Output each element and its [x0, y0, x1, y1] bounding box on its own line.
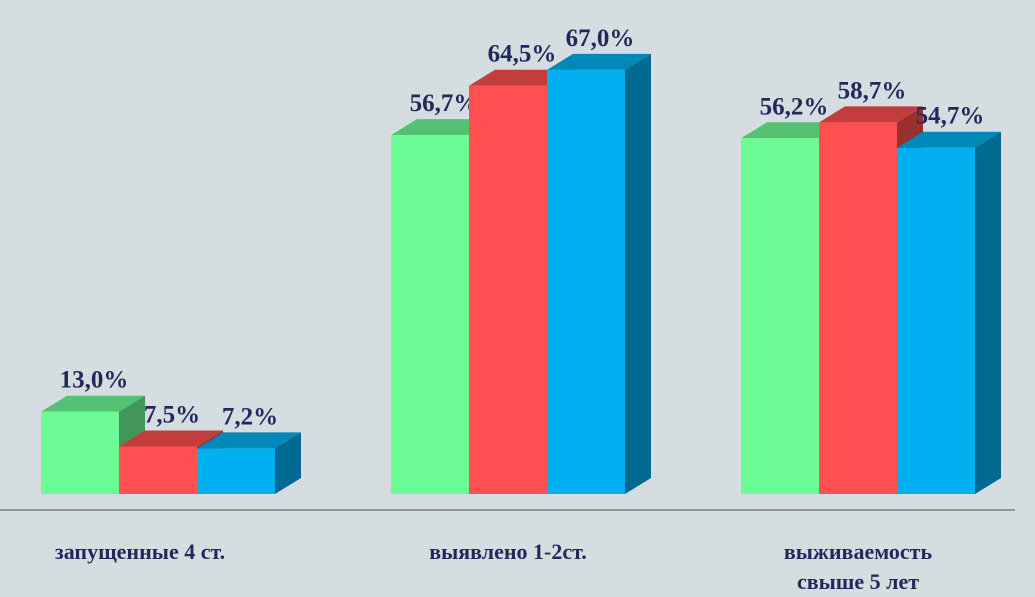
bar-front [469, 85, 547, 494]
bar [547, 53, 651, 494]
bar-side [275, 432, 301, 494]
bar-side [975, 131, 1001, 494]
value-label: 56,2% [760, 93, 829, 120]
bar-front [41, 411, 119, 494]
bar-front [119, 446, 197, 494]
bar-front [897, 147, 975, 494]
bar-top [819, 106, 923, 123]
bar-top [547, 53, 651, 70]
bar-top [119, 430, 223, 447]
value-label: 7,2% [222, 403, 278, 430]
value-label: 56,7% [410, 90, 479, 117]
bar-top [197, 432, 301, 449]
value-label: 13,0% [60, 367, 129, 394]
value-label: 64,5% [488, 41, 557, 68]
bar-top [41, 395, 145, 412]
x-tick-label: выживаемость свыше 5 лет [783, 539, 933, 594]
bar-top [897, 131, 1001, 148]
value-label: 7,5% [144, 402, 200, 429]
value-label: 54,7% [916, 103, 985, 130]
x-tick-label: запущенные 4 ст. [54, 539, 226, 564]
bar-side [625, 53, 651, 494]
value-label: 58,7% [838, 77, 907, 104]
bar-front [741, 138, 819, 494]
bar [197, 432, 301, 494]
x-tick-label: выявлено 1-2ст. [429, 539, 587, 564]
bar-front [819, 122, 897, 494]
bar-front [547, 69, 625, 494]
bar-front [197, 448, 275, 494]
bar-front [391, 135, 469, 495]
value-label: 67,0% [566, 25, 635, 52]
bar [897, 131, 1001, 494]
